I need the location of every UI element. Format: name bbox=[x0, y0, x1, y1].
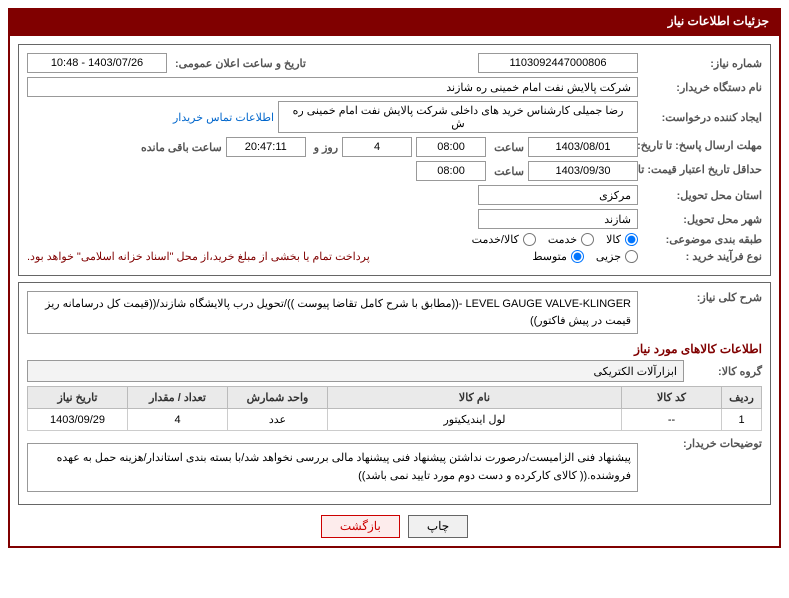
category-radio-2[interactable] bbox=[523, 233, 536, 246]
td-0-1: -- bbox=[622, 409, 722, 431]
category-radios: کالا خدمت کالا/خدمت bbox=[472, 233, 638, 246]
validity-label: حداقل تاریخ اعتبار قیمت: تا تاریخ: bbox=[642, 164, 762, 177]
group-value: ابزارآلات الکتریکی bbox=[27, 360, 684, 382]
row-need-no: شماره نیاز: 1103092447000806 تاریخ و ساع… bbox=[27, 53, 762, 73]
row-requester: ایجاد کننده درخواست: رضا جمیلی کارشناس خ… bbox=[27, 101, 762, 133]
category-radio-1[interactable] bbox=[581, 233, 594, 246]
category-opt-2[interactable]: کالا/خدمت bbox=[472, 233, 536, 246]
td-0-3: عدد bbox=[228, 409, 328, 431]
province-value: مرکزی bbox=[478, 185, 638, 205]
td-0-2: لول ایندیکیتور bbox=[328, 409, 622, 431]
th-5: تاریخ نیاز bbox=[28, 387, 128, 409]
panel-title: جزئیات اطلاعات نیاز bbox=[668, 14, 769, 28]
general-desc-label: شرح کلی نیاز: bbox=[642, 291, 762, 304]
deadline-counter: 20:47:11 bbox=[226, 137, 306, 157]
requester-label: ایجاد کننده درخواست: bbox=[642, 111, 762, 124]
general-desc-value: LEVEL GAUGE VALVE-KLINGER -((مطابق با شر… bbox=[27, 291, 638, 334]
requester-value: رضا جمیلی کارشناس خرید های داخلی شرکت پا… bbox=[278, 101, 638, 133]
th-4: تعداد / مقدار bbox=[128, 387, 228, 409]
process-radios: جزیی متوسط bbox=[532, 250, 638, 263]
category-opt-1[interactable]: خدمت bbox=[548, 233, 594, 246]
desc-and-goods-box: شرح کلی نیاز: LEVEL GAUGE VALVE-KLINGER … bbox=[18, 282, 771, 505]
buyer-notes-label: توضیحات خریدار: bbox=[642, 437, 762, 450]
deadline-days-label: روز و bbox=[310, 141, 338, 154]
td-0-4: 4 bbox=[128, 409, 228, 431]
validity-time: 08:00 bbox=[416, 161, 486, 181]
process-opt-0[interactable]: جزیی bbox=[596, 250, 638, 263]
row-deadline: مهلت ارسال پاسخ: تا تاریخ: 1403/08/01 سا… bbox=[27, 137, 762, 157]
buyer-org-value: شرکت پالایش نفت امام خمینی ره شازند bbox=[27, 77, 638, 97]
buyer-org-label: نام دستگاه خریدار: bbox=[642, 81, 762, 94]
process-opt-1[interactable]: متوسط bbox=[532, 250, 584, 263]
deadline-time: 08:00 bbox=[416, 137, 486, 157]
panel-header: جزئیات اطلاعات نیاز bbox=[8, 8, 781, 34]
group-label: گروه کالا: bbox=[692, 365, 762, 378]
deadline-time-label: ساعت bbox=[490, 141, 524, 154]
deadline-days: 4 bbox=[342, 137, 412, 157]
process-radio-1[interactable] bbox=[571, 250, 584, 263]
back-button[interactable]: بازگشت bbox=[321, 515, 400, 538]
row-buyer-org: نام دستگاه خریدار: شرکت پالایش نفت امام … bbox=[27, 77, 762, 97]
td-0-5: 1403/09/29 bbox=[28, 409, 128, 431]
need-no-value: 1103092447000806 bbox=[478, 53, 638, 73]
deadline-label: مهلت ارسال پاسخ: تا تاریخ: bbox=[642, 140, 762, 153]
button-row: چاپ بازگشت bbox=[18, 515, 771, 538]
td-0-0: 1 bbox=[722, 409, 762, 431]
row-process: نوع فرآیند خرید : جزیی متوسط پرداخت تمام… bbox=[27, 250, 762, 263]
need-no-label: شماره نیاز: bbox=[642, 57, 762, 70]
th-1: کد کالا bbox=[622, 387, 722, 409]
goods-table: ردیف کد کالا نام کالا واحد شمارش تعداد /… bbox=[27, 386, 762, 431]
print-button[interactable]: چاپ bbox=[408, 515, 468, 538]
category-radio-0[interactable] bbox=[625, 233, 638, 246]
row-buyer-notes: توضیحات خریدار: پیشنهاد فنی الزامیست/درص… bbox=[27, 437, 762, 492]
category-opt-0[interactable]: کالا bbox=[606, 233, 638, 246]
process-label: نوع فرآیند خرید : bbox=[642, 250, 762, 263]
buyer-notes-value: پیشنهاد فنی الزامیست/درصورت نداشتن پیشنه… bbox=[27, 443, 638, 492]
row-group: گروه کالا: ابزارآلات الکتریکی bbox=[27, 360, 762, 382]
process-radio-0[interactable] bbox=[625, 250, 638, 263]
validity-date: 1403/09/30 bbox=[528, 161, 638, 181]
table-row: 1 -- لول ایندیکیتور عدد 4 1403/09/29 bbox=[28, 409, 762, 431]
deadline-date: 1403/08/01 bbox=[528, 137, 638, 157]
th-2: نام کالا bbox=[328, 387, 622, 409]
deadline-rest: ساعت باقی مانده bbox=[137, 141, 222, 154]
row-city: شهر محل تحویل: شازند bbox=[27, 209, 762, 229]
row-validity: حداقل تاریخ اعتبار قیمت: تا تاریخ: 1403/… bbox=[27, 161, 762, 181]
main-info-box: شماره نیاز: 1103092447000806 تاریخ و ساع… bbox=[18, 44, 771, 276]
row-general-desc: شرح کلی نیاز: LEVEL GAUGE VALVE-KLINGER … bbox=[27, 291, 762, 334]
process-note: پرداخت تمام یا بخشی از مبلغ خرید،از محل … bbox=[27, 250, 370, 263]
panel-body: شماره نیاز: 1103092447000806 تاریخ و ساع… bbox=[8, 34, 781, 548]
row-category: طبقه بندی موضوعی: کالا خدمت کالا/خدمت bbox=[27, 233, 762, 246]
announce-value: 1403/07/26 - 10:48 bbox=[27, 53, 167, 73]
category-label: طبقه بندی موضوعی: bbox=[642, 233, 762, 246]
goods-section-title: اطلاعات کالاهای مورد نیاز bbox=[27, 342, 762, 356]
th-0: ردیف bbox=[722, 387, 762, 409]
row-province: استان محل تحویل: مرکزی bbox=[27, 185, 762, 205]
contact-link[interactable]: اطلاعات تماس خریدار bbox=[173, 111, 274, 124]
announce-label: تاریخ و ساعت اعلان عمومی: bbox=[171, 57, 306, 70]
table-header-row: ردیف کد کالا نام کالا واحد شمارش تعداد /… bbox=[28, 387, 762, 409]
th-3: واحد شمارش bbox=[228, 387, 328, 409]
city-label: شهر محل تحویل: bbox=[642, 213, 762, 226]
province-label: استان محل تحویل: bbox=[642, 189, 762, 202]
city-value: شازند bbox=[478, 209, 638, 229]
validity-time-label: ساعت bbox=[490, 165, 524, 178]
